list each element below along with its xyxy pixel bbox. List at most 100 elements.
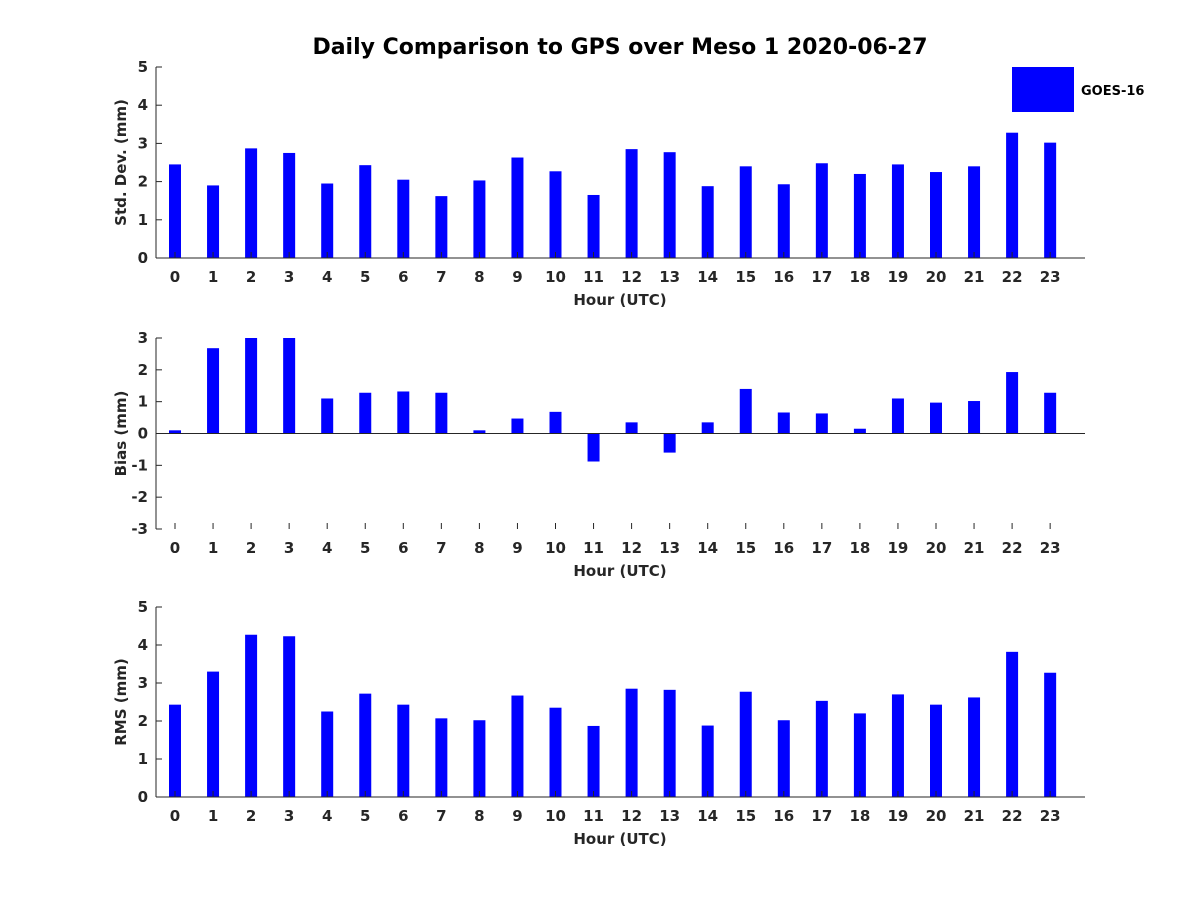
bias-bar-3 — [283, 338, 296, 434]
std-dev-bar-6 — [397, 179, 410, 258]
rms-bar-14 — [701, 725, 714, 797]
bias-y-tick-label: 0 — [138, 425, 148, 443]
std-dev-x-tick-label: 13 — [659, 268, 680, 286]
bias-x-tick-label: 22 — [1002, 539, 1023, 557]
rms-bar-17 — [815, 700, 828, 797]
std-dev-x-tick-label: 6 — [398, 268, 408, 286]
bias-x-tick-label: 19 — [888, 539, 909, 557]
std-dev-x-tick-label: 10 — [545, 268, 566, 286]
rms-bar-23 — [1044, 672, 1057, 797]
std-dev-x-tick-label: 14 — [697, 268, 718, 286]
std-dev-y-label: Std. Dev. (mm) — [112, 99, 130, 226]
rms-bar-11 — [587, 725, 600, 797]
bias-bar-12 — [625, 422, 638, 434]
bias-x-label: Hour (UTC) — [573, 562, 666, 580]
bias-bar-5 — [359, 392, 372, 434]
std-dev-bar-5 — [359, 165, 372, 258]
bias-x-tick-label: 11 — [583, 539, 604, 557]
rms-x-tick-label: 0 — [170, 807, 180, 825]
bias-bar-18 — [853, 428, 866, 434]
std-dev-bar-22 — [1006, 132, 1019, 258]
std-dev-x-tick-label: 20 — [926, 268, 947, 286]
rms-x-tick-label: 11 — [583, 807, 604, 825]
std-dev-bar-7 — [435, 196, 448, 258]
rms-x-tick-label: 22 — [1002, 807, 1023, 825]
bias-y-tick-label: 3 — [138, 329, 148, 347]
std-dev-x-tick-label: 23 — [1040, 268, 1061, 286]
rms-bar-15 — [739, 691, 752, 797]
bias-bar-4 — [321, 398, 334, 434]
bias-y-tick-label: 1 — [138, 393, 148, 411]
std-dev-x-tick-label: 19 — [888, 268, 909, 286]
rms-x-tick-label: 5 — [360, 807, 370, 825]
std-dev-x-tick-label: 1 — [208, 268, 218, 286]
std-dev-bar-12 — [625, 149, 638, 258]
bias-bar-22 — [1006, 372, 1019, 434]
rms-y-tick-label: 5 — [138, 598, 148, 616]
bias-x-tick-label: 15 — [735, 539, 756, 557]
bias-x-tick-label: 8 — [474, 539, 484, 557]
rms-bar-20 — [930, 704, 942, 797]
chart-title: Daily Comparison to GPS over Meso 1 2020… — [312, 35, 927, 60]
bias-bar-0 — [169, 430, 181, 434]
bias-bar-14 — [701, 422, 714, 434]
std-dev-bar-23 — [1044, 142, 1057, 258]
rms-bar-9 — [511, 695, 524, 797]
bias-x-tick-label: 6 — [398, 539, 408, 557]
rms-y-tick-label: 3 — [138, 674, 148, 692]
std-dev-y-tick-label: 5 — [138, 58, 148, 76]
std-dev-x-tick-label: 15 — [735, 268, 756, 286]
rms-bar-10 — [549, 707, 562, 797]
bias-bar-6 — [397, 391, 410, 434]
bias-bar-17 — [815, 413, 828, 434]
bias-x-tick-label: 21 — [964, 539, 985, 557]
std-dev-x-label: Hour (UTC) — [573, 291, 666, 309]
rms-bar-6 — [397, 704, 410, 797]
bias-bar-21 — [968, 401, 981, 434]
bias-bar-23 — [1044, 392, 1057, 434]
bias-x-tick-label: 2 — [246, 539, 256, 557]
bias-x-tick-label: 17 — [811, 539, 832, 557]
std-dev-x-tick-label: 12 — [621, 268, 642, 286]
rms-x-tick-label: 16 — [773, 807, 794, 825]
rms-x-tick-label: 21 — [964, 807, 985, 825]
bias-x-tick-label: 12 — [621, 539, 642, 557]
bias-bar-15 — [739, 388, 752, 434]
bias-x-tick-label: 16 — [773, 539, 794, 557]
bias-x-tick-label: 7 — [436, 539, 446, 557]
bias-x-tick-label: 10 — [545, 539, 566, 557]
bias-x-tick-label: 4 — [322, 539, 332, 557]
std-dev-y-tick-label: 2 — [138, 173, 148, 191]
bias-bar-10 — [549, 411, 562, 434]
legend-swatch — [1012, 67, 1074, 112]
rms-x-tick-label: 13 — [659, 807, 680, 825]
std-dev-x-tick-label: 8 — [474, 268, 484, 286]
std-dev-y-tick-label: 4 — [138, 96, 148, 114]
rms-x-tick-label: 8 — [474, 807, 484, 825]
std-dev-y-tick-label: 3 — [138, 134, 148, 152]
rms-x-tick-label: 23 — [1040, 807, 1061, 825]
std-dev-x-tick-label: 7 — [436, 268, 446, 286]
bias-y-label: Bias (mm) — [112, 391, 130, 477]
rms-y-tick-label: 0 — [138, 788, 148, 806]
rms-bar-8 — [473, 720, 486, 797]
rms-bar-16 — [777, 720, 790, 797]
std-dev-bar-10 — [549, 171, 562, 258]
std-dev-x-tick-label: 5 — [360, 268, 370, 286]
rms-bar-22 — [1006, 651, 1019, 797]
std-dev-bar-21 — [968, 166, 981, 258]
rms-bar-7 — [435, 718, 448, 797]
rms-bar-12 — [625, 688, 638, 797]
rms-x-tick-label: 9 — [512, 807, 522, 825]
bias-y-tick-label: -2 — [131, 488, 148, 506]
rms-x-tick-label: 4 — [322, 807, 332, 825]
rms-x-tick-label: 1 — [208, 807, 218, 825]
std-dev-x-tick-label: 22 — [1002, 268, 1023, 286]
std-dev-bar-13 — [663, 152, 676, 258]
std-dev-bar-18 — [853, 173, 866, 258]
std-dev-x-tick-label: 9 — [512, 268, 522, 286]
bias-x-tick-label: 9 — [512, 539, 522, 557]
rms-x-tick-label: 12 — [621, 807, 642, 825]
